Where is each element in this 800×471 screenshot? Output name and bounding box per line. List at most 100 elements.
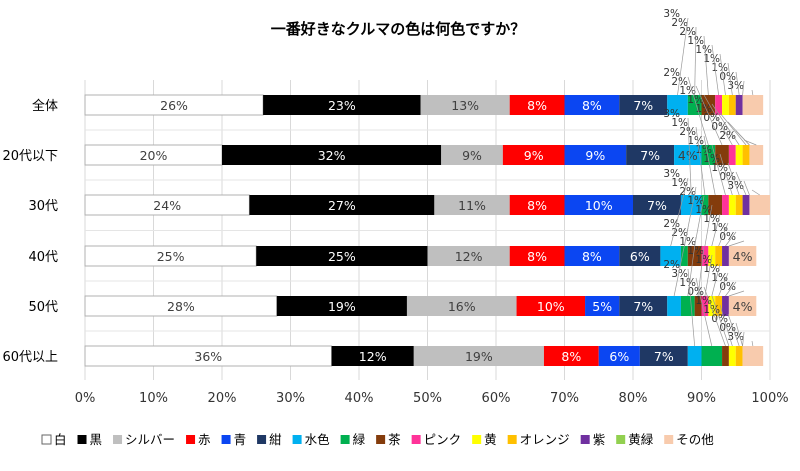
data-label: 7%	[647, 198, 667, 213]
legend: 白 黒 シルバー 赤 青 紺 水色 緑 茶 ピンク 黄 オレンジ 紫 黄緑 その他	[41, 432, 714, 447]
leader-line	[719, 53, 726, 96]
data-label: 1%	[695, 254, 712, 266]
bar-segment	[619, 296, 668, 316]
leader-line	[743, 139, 757, 146]
bar-segment	[742, 95, 764, 115]
leader-line	[670, 177, 689, 247]
data-label: 1%	[703, 53, 720, 65]
legend-label: 青	[234, 432, 247, 447]
data-label: 25%	[328, 249, 356, 264]
gridlines	[84, 80, 771, 380]
legend-swatch	[41, 434, 52, 445]
data-label: 1%	[679, 236, 696, 248]
data-label: 8%	[582, 98, 602, 113]
data-label: 32%	[318, 148, 346, 163]
bar-segment	[728, 296, 757, 316]
category-label: 20代以下	[2, 149, 58, 164]
bar-segment	[715, 246, 723, 266]
data-label: 36%	[194, 349, 222, 364]
legend-swatch	[340, 435, 350, 444]
data-label: 8%	[561, 349, 581, 364]
leader-line	[695, 126, 706, 196]
data-label: 24%	[153, 198, 181, 213]
bar-segment	[728, 95, 736, 115]
leader-line	[735, 171, 747, 196]
bar-segment	[749, 145, 764, 165]
data-label: 26%	[160, 98, 188, 113]
data-label: 3%	[663, 8, 680, 20]
legend-label: 紺	[269, 432, 282, 447]
data-label: 8%	[582, 249, 602, 264]
leader-line	[704, 254, 713, 297]
bar-segment	[722, 246, 729, 266]
legend-label: ピンク	[424, 432, 462, 447]
bar-segment	[708, 296, 716, 316]
data-label: 7%	[633, 299, 653, 314]
bar-segment	[543, 346, 599, 366]
bar-segment	[749, 195, 770, 215]
data-label: 2%	[679, 26, 696, 38]
bar-segment	[715, 95, 723, 115]
data-label: 0%	[703, 112, 720, 124]
y-axis-category-labels: 全体 20代以下 30代 40代 50代 60代以上	[2, 98, 58, 365]
leader-line	[718, 222, 729, 247]
bar-segment	[509, 246, 565, 266]
x-tick-label: 20%	[208, 391, 237, 406]
x-tick-label: 10%	[139, 391, 168, 406]
legend-swatch	[292, 435, 302, 444]
bar-segment	[728, 246, 757, 266]
bar-segment	[701, 95, 716, 115]
x-tick-label: 0%	[75, 391, 96, 406]
bar-segment	[420, 95, 510, 115]
legend-swatch	[257, 435, 267, 444]
category-label: 60代以上	[2, 350, 58, 365]
leader-line	[695, 277, 713, 347]
bar-segment	[701, 296, 709, 316]
bar-segment	[509, 95, 565, 115]
data-label: 1%	[679, 277, 696, 289]
bar-segment	[722, 346, 729, 366]
legend-label: 緑	[353, 432, 366, 447]
bar-segment	[434, 195, 510, 215]
leader-line	[687, 268, 695, 347]
leader-line	[687, 117, 692, 196]
data-label: 20%	[140, 148, 168, 163]
bar-segment	[509, 195, 565, 215]
data-label: 0%	[719, 281, 736, 293]
leader-line	[703, 94, 733, 146]
leader-line	[673, 227, 689, 297]
bar-segment	[728, 145, 736, 165]
leader-line	[677, 17, 689, 96]
bar-segment	[701, 195, 709, 215]
leader-line	[728, 290, 745, 297]
data-label: 10%	[537, 299, 565, 314]
leader-line	[725, 281, 737, 297]
legend-swatch	[411, 435, 421, 444]
data-label: 1%	[679, 85, 696, 97]
leader-lines	[670, 17, 760, 347]
leader-line	[703, 35, 709, 96]
bar-segment	[680, 195, 702, 215]
data-label: 1%	[695, 204, 712, 216]
bar-segment	[256, 246, 428, 266]
data-label: 4%	[678, 148, 698, 163]
x-tick-label: 40%	[345, 391, 374, 406]
bar-segment	[715, 296, 723, 316]
data-label: 4%	[733, 249, 753, 264]
legend-label: 茶	[388, 432, 401, 447]
leader-line	[735, 71, 740, 96]
bar-segment	[735, 95, 743, 115]
bar-segment	[619, 95, 668, 115]
bar-segment	[427, 246, 510, 266]
bar-segment	[680, 246, 688, 266]
leader-line	[687, 76, 709, 146]
leader-line	[711, 44, 719, 96]
bar-segment	[742, 145, 750, 165]
data-label: 7%	[654, 349, 674, 364]
data-label: 2%	[663, 259, 680, 271]
data-label: 6%	[630, 249, 650, 264]
bar-segment	[626, 145, 675, 165]
bar-segment	[639, 346, 688, 366]
bar-segment	[564, 145, 627, 165]
legend-swatch	[376, 435, 386, 444]
